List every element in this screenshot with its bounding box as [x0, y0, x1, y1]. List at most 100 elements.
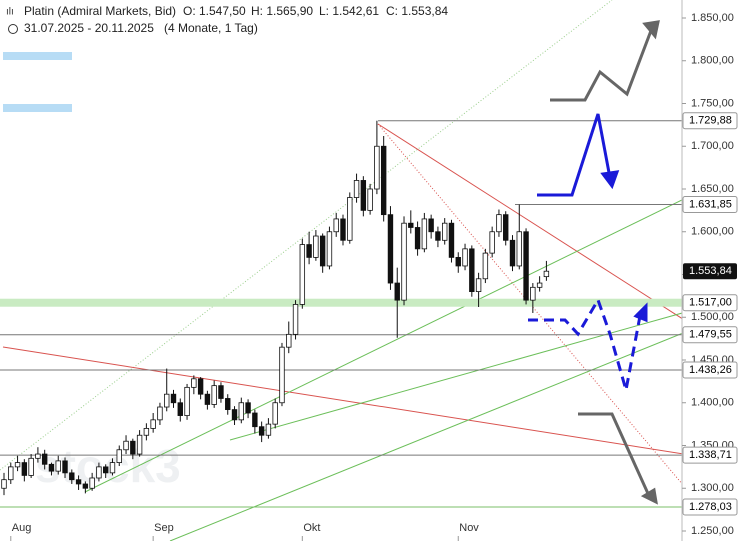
candle-body — [225, 398, 231, 410]
clock-icon — [8, 24, 18, 34]
candle-body — [387, 214, 394, 284]
candle-body — [55, 460, 61, 472]
y-tick-label: 1.250,00 — [691, 525, 734, 537]
arrow — [528, 296, 642, 391]
candle-body — [299, 244, 306, 305]
period-note: (4 Monate, 1 Tag) — [164, 21, 258, 35]
arrow-head — [633, 302, 648, 323]
level-label: 1.479,55 — [689, 329, 732, 341]
candle-body — [489, 231, 495, 254]
level-box — [682, 498, 738, 516]
header: ılı Platin (Admiral Markets, Bid) O: 1.5… — [6, 4, 448, 35]
candle-body — [48, 463, 55, 472]
level-box — [682, 326, 738, 344]
level-box — [682, 294, 738, 312]
level-label: 1.438,26 — [689, 364, 732, 376]
arrow — [550, 27, 654, 102]
candle-body — [136, 434, 143, 455]
candle-body — [69, 472, 75, 481]
level-label: 1.729,88 — [689, 115, 732, 127]
candle-body — [462, 248, 468, 267]
candle-body — [238, 402, 244, 421]
trend-line — [377, 123, 682, 320]
candle-body — [252, 412, 258, 428]
candle-body — [536, 282, 543, 288]
level-label: 1.517,00 — [689, 297, 732, 309]
candle-body — [421, 218, 428, 250]
candle-body — [218, 385, 224, 399]
trend-line — [169, 332, 682, 541]
candle-body — [408, 222, 414, 228]
candle-body — [469, 248, 475, 293]
candle-body — [8, 466, 14, 481]
candle-body — [441, 222, 448, 241]
candle-body — [41, 453, 48, 465]
candle-body — [177, 402, 183, 416]
level-box — [682, 112, 738, 130]
candle-body — [170, 393, 177, 404]
levels — [0, 120, 682, 508]
level-box — [682, 361, 738, 379]
candle-body — [62, 460, 68, 474]
candle-body — [414, 227, 421, 250]
candle-body — [367, 188, 373, 211]
x-tick-label: Okt — [303, 522, 320, 534]
y-tick-label: 1.700,00 — [691, 140, 734, 152]
low-label: L: 1.542,61 — [319, 4, 379, 18]
y-tick-label: 1.750,00 — [691, 97, 734, 109]
last-price-label: 1.553,84 — [689, 265, 732, 277]
candle-body — [197, 378, 204, 395]
candle-body — [340, 218, 346, 241]
candle-body — [353, 180, 360, 198]
candle-body — [333, 218, 339, 233]
candle-body — [543, 270, 550, 278]
candle-body — [103, 466, 109, 474]
candle-body — [279, 346, 285, 404]
open-label: O: 1.547,50 — [183, 4, 246, 18]
high-label: H: 1.565,90 — [251, 4, 313, 18]
candle-body — [272, 402, 278, 425]
candle-body — [326, 231, 333, 267]
candle-body — [374, 145, 380, 190]
candle-body — [157, 406, 163, 421]
candle-body — [96, 466, 102, 479]
y-tick-label: 1.500,00 — [691, 311, 734, 323]
highlight-box — [3, 52, 72, 60]
level-box — [682, 446, 738, 464]
candle-body — [150, 419, 156, 429]
y-tick-label: 1.600,00 — [691, 226, 734, 238]
candle-body — [306, 244, 312, 258]
y-tick-label: 1.300,00 — [691, 482, 734, 494]
level-label: 1.278,03 — [689, 501, 732, 513]
period: 31.07.2025 - 20.11.2025 — [24, 21, 154, 35]
candle-body — [75, 479, 82, 485]
trend-line — [377, 123, 682, 485]
arrow — [537, 113, 612, 197]
candle-body — [231, 409, 238, 421]
candle-body — [292, 304, 299, 335]
level-box — [682, 196, 738, 214]
candle-body — [258, 426, 265, 436]
last-price-box — [683, 263, 737, 280]
y-tick-label: 1.800,00 — [691, 55, 734, 67]
candle-body — [82, 483, 89, 489]
candle-body — [448, 222, 455, 258]
candle-body — [184, 386, 190, 416]
y-tick-label: 1.850,00 — [691, 12, 734, 24]
candle-body — [475, 278, 482, 292]
candle-body — [211, 385, 217, 405]
candle-body — [204, 393, 211, 405]
candle-body — [503, 214, 509, 241]
candles — [1, 120, 550, 496]
candle-body — [509, 239, 516, 267]
candle-body — [360, 180, 367, 211]
candle-body — [109, 462, 116, 474]
candle-body — [28, 457, 34, 476]
candle-body — [265, 423, 272, 436]
candle-body — [245, 402, 251, 414]
candle-body — [347, 197, 353, 241]
x-tick-label: Aug — [12, 522, 32, 534]
candle-body — [164, 393, 170, 408]
candle-body — [14, 462, 21, 468]
